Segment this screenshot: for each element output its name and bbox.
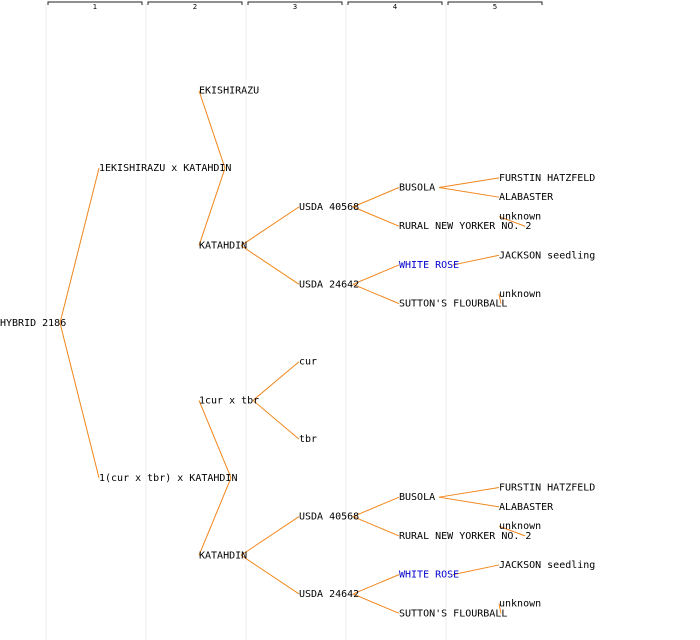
pedigree-edge (352, 283, 400, 305)
pedigree-node-label: SUTTON'S FLOURBALL (399, 299, 507, 310)
pedigree-edge (352, 264, 400, 285)
pedigree-edge (59, 322, 100, 478)
column-guides (45, 4, 447, 640)
pedigree-edge (240, 516, 300, 556)
pedigree-node-label: FURSTIN HATZFELD (499, 483, 595, 494)
generation-number-4: 4 (393, 3, 398, 11)
pedigree-node-label: tbr (299, 434, 317, 445)
pedigree-node-label: unknown (499, 599, 541, 610)
pedigree-edge (498, 603, 502, 614)
pedigree-node-label: USDA 40568 (299, 202, 359, 213)
pedigree-edge (438, 177, 500, 189)
pedigree-node-label: JACKSON seedling (499, 560, 595, 571)
pedigree-edge (498, 216, 526, 227)
generation-bracket-4 (347, 1, 443, 5)
pedigree-edge (198, 168, 226, 246)
pedigree-node-label: BUSOLA (399, 183, 435, 194)
root-node-label: HYBRID 2186 (0, 318, 66, 329)
pedigree-node-label: 1(cur x tbr) x KATAHDIN (99, 473, 237, 484)
pedigree-edge (240, 206, 300, 246)
generation-bracket-1 (47, 1, 143, 5)
pedigree-edge (438, 487, 500, 498)
pedigree-edge (240, 245, 300, 285)
generation-bracket-2 (147, 1, 243, 5)
pedigree-node-label: 1EKISHIRAZU x KATAHDIN (99, 163, 231, 174)
pedigree-node-label: unknown (499, 289, 541, 300)
pedigree-node-label: BUSOLA (399, 492, 435, 503)
pedigree-edge (198, 90, 226, 169)
generation-bracket-5 (447, 1, 543, 5)
pedigree-node-label: unknown (499, 212, 541, 223)
pedigree-node-label: cur (299, 357, 317, 368)
pedigree-node-label[interactable]: WHITE ROSE (399, 570, 459, 581)
pedigree-node-label: USDA 24642 (299, 279, 359, 290)
generation-number-5: 5 (493, 3, 497, 11)
pedigree-edge (352, 593, 400, 614)
pedigree-edge (438, 496, 500, 508)
pedigree-node-label: KATAHDIN (199, 550, 247, 561)
pedigree-edge (452, 564, 500, 576)
pedigree-edges (59, 90, 526, 614)
pedigree-edge (240, 554, 300, 595)
generation-number-3: 3 (293, 3, 297, 11)
generation-number-1: 1 (93, 3, 97, 11)
pedigree-edge (452, 254, 500, 266)
pedigree-node-label: ALABASTER (499, 192, 554, 203)
pedigree-edge (252, 400, 300, 440)
pedigree-edge (252, 361, 300, 401)
pedigree-node-label: 1cur x tbr (199, 395, 259, 406)
pedigree-edge (198, 477, 232, 556)
pedigree-edge (352, 187, 400, 208)
pedigree-labels: EKISHIRAZU FURSTIN HATZFELD ALABASTER BUSOL… (0, 86, 595, 620)
generation-number-2: 2 (193, 3, 197, 11)
generation-bracket-3 (247, 1, 343, 5)
pedigree-node-label: RURAL NEW YORKER NO. 2 (399, 531, 531, 542)
pedigree-edge (438, 187, 500, 198)
pedigree-node-label: JACKSON seedling (499, 250, 595, 261)
pedigree-node-label: USDA 40568 (299, 512, 359, 523)
pedigree-node-label: RURAL NEW YORKER NO. 2 (399, 221, 531, 232)
pedigree-edge (352, 496, 400, 518)
pedigree-node-label: KATAHDIN (199, 241, 247, 252)
pedigree-edge (352, 206, 400, 227)
pedigree-node-label: FURSTIN HATZFELD (499, 173, 595, 184)
pedigree-node-label: EKISHIRAZU (199, 86, 259, 97)
pedigree-edge (498, 293, 502, 304)
pedigree-node-label: unknown (499, 521, 541, 532)
pedigree-edge (59, 168, 100, 324)
pedigree-node-label: ALABASTER (499, 502, 554, 513)
generation-header: 1 2 3 4 5 (47, 1, 543, 11)
pedigree-edge (352, 574, 400, 595)
pedigree-node-label: SUTTON'S FLOURBALL (399, 608, 507, 619)
pedigree-node-label[interactable]: WHITE ROSE (399, 260, 459, 271)
pedigree-edge (498, 525, 526, 537)
pedigree-edge (352, 516, 400, 537)
pedigree-edge (198, 400, 232, 479)
pedigree-node-label: USDA 24642 (299, 589, 359, 600)
